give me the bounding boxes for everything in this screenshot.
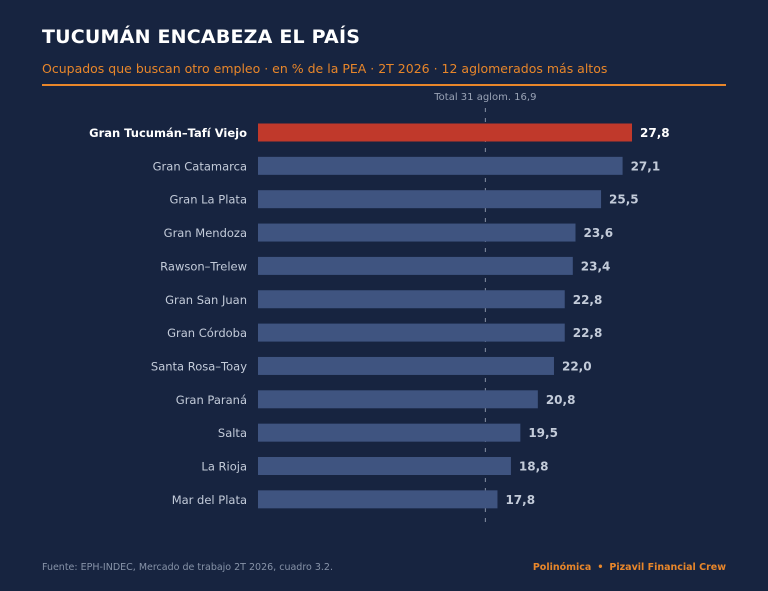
- category-label: Gran Mendoza: [164, 226, 247, 240]
- value-label: 22,0: [562, 359, 592, 373]
- value-label: 25,5: [609, 193, 639, 207]
- category-label: Gran Catamarca: [153, 159, 247, 173]
- bar: [258, 156, 623, 175]
- value-label: 20,8: [546, 393, 576, 407]
- footer-brands: Polinómica • Pizavil Financial Crew: [533, 562, 726, 573]
- bar: [258, 290, 565, 309]
- source-note: Fuente: EPH-INDEC, Mercado de trabajo 2T…: [42, 562, 333, 573]
- value-label: 22,8: [573, 326, 603, 340]
- reference-label: Total 31 aglom. 16,9: [433, 92, 536, 103]
- value-label: 23,6: [583, 226, 613, 240]
- category-label: Gran Córdoba: [167, 326, 247, 340]
- category-label: Gran La Plata: [170, 193, 247, 207]
- category-label: Salta: [218, 426, 247, 440]
- brand-pizavil: Pizavil Financial Crew: [609, 562, 726, 573]
- category-label: Gran San Juan: [165, 293, 247, 307]
- value-label: 27,1: [631, 159, 661, 173]
- bar: [258, 423, 521, 442]
- category-label: Santa Rosa–Toay: [151, 359, 247, 373]
- bar: [258, 123, 632, 142]
- bar: [258, 223, 576, 242]
- brand-polinomica: Polinómica: [532, 562, 592, 573]
- value-label: 23,4: [581, 259, 611, 273]
- bar: [258, 390, 538, 409]
- value-label: 22,8: [573, 293, 603, 307]
- bar: [258, 356, 554, 375]
- chart-title: TUCUMÁN ENCABEZA EL PAÍS: [42, 26, 361, 48]
- bar: [258, 490, 498, 509]
- category-label: Mar del Plata: [172, 493, 247, 507]
- category-label: Gran Tucumán–Tafí Viejo: [89, 126, 247, 140]
- brand-separator: •: [597, 562, 604, 573]
- value-label: 18,8: [519, 460, 549, 474]
- bar: [258, 457, 511, 475]
- category-label: La Rioja: [201, 460, 247, 474]
- bar: [258, 323, 565, 342]
- category-label: Rawson–Trelew: [160, 259, 247, 273]
- chart-subtitle: Ocupados que buscan otro empleo · en % d…: [42, 61, 608, 76]
- value-label: 27,8: [640, 126, 670, 140]
- bar: [258, 256, 573, 275]
- value-label: 17,8: [505, 493, 535, 507]
- title-divider: [42, 84, 726, 86]
- value-label: 19,5: [528, 426, 558, 440]
- bar: [258, 190, 602, 209]
- category-label: Gran Paraná: [176, 393, 247, 407]
